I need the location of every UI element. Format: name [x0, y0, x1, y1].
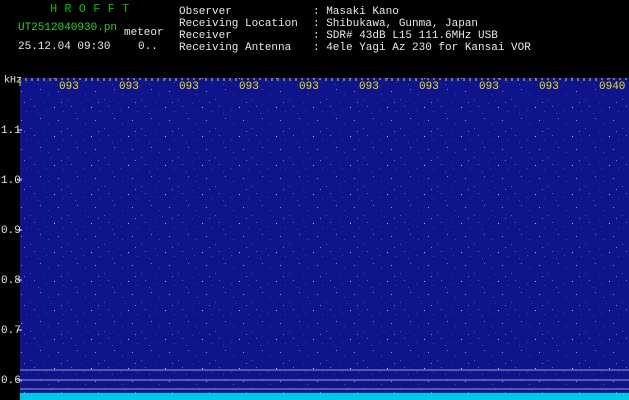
app-title: H R O F F T [50, 2, 129, 16]
info-label: Receiving Antenna [179, 42, 292, 54]
unit-label: kHz [4, 75, 22, 87]
time-label-bg [299, 80, 321, 92]
freq-label: 0.8 [1, 275, 21, 287]
info-label: Receiver [179, 30, 232, 42]
time-label-bg [599, 80, 629, 92]
info-value: : Shibukawa, Gunma, Japan [313, 18, 478, 30]
freq-label: 1.1 [1, 125, 21, 137]
time-label-bg [179, 80, 201, 92]
signal-strip [20, 393, 629, 400]
time-label: 093 [299, 81, 319, 93]
time-label: 093 [419, 81, 439, 93]
time-label: 093 [119, 81, 139, 93]
time-label-bg [419, 80, 441, 92]
time-label-bg [59, 80, 81, 92]
mode: meteor [124, 27, 164, 39]
freq-label: 0.7 [1, 325, 21, 337]
time-label-bg [539, 80, 561, 92]
freq-label: 0.6 [1, 375, 21, 387]
spectrogram-area [20, 78, 629, 400]
time-label: 0940 [599, 81, 625, 93]
info-value: : Masaki Kano [313, 6, 399, 18]
info-value: : 4ele Yagi Az 230 for Kansai VOR [313, 42, 531, 54]
freq-label: 1.0 [1, 175, 21, 187]
time-label: 093 [239, 81, 259, 93]
time-label: 093 [59, 81, 79, 93]
level: 0.. [138, 41, 158, 53]
info-value: : SDR# 43dB L15 111.6MHz USB [313, 30, 498, 42]
time-label-bg [239, 80, 261, 92]
time-label-bg [119, 80, 141, 92]
info-label: Observer [179, 6, 232, 18]
time-label: 093 [359, 81, 379, 93]
info-label: Receiving Location [179, 18, 298, 30]
time-label: 093 [179, 81, 199, 93]
datetime: 25.12.04 09:30 [18, 41, 110, 53]
time-label-bg [479, 80, 501, 92]
time-label: 093 [539, 81, 559, 93]
time-label: 093 [479, 81, 499, 93]
freq-label: 0.9 [1, 225, 21, 237]
filename: UT2512040930.pn [18, 22, 117, 34]
time-label-bg [359, 80, 381, 92]
